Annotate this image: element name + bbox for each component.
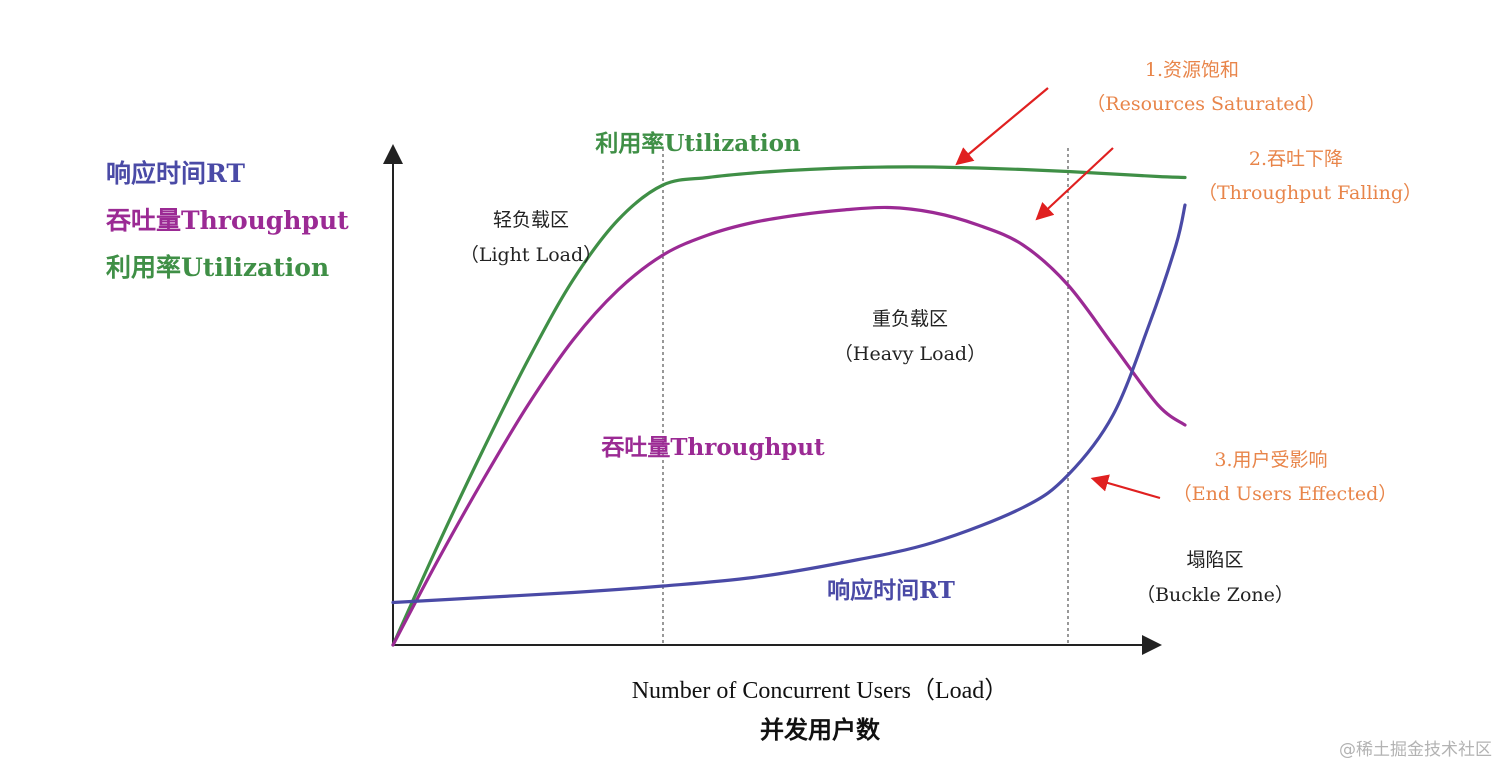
zone-light-load-title: 轻负载区 <box>493 209 569 231</box>
annotation-resources-saturated-title: 1.资源饱和 <box>1145 59 1239 81</box>
zone-buckle-zone-subtitle: （Buckle Zone） <box>1136 584 1294 606</box>
legend: 响应时间RT 吞吐量Throughput 利用率Utilization <box>106 150 349 291</box>
zone-buckle-zone-title: 塌陷区 <box>1186 549 1243 571</box>
legend-item-throughput: 吞吐量Throughput <box>106 206 349 235</box>
annotation-throughput-falling-title: 2.吞吐下降 <box>1249 148 1343 170</box>
annotation-arrows <box>955 87 1161 500</box>
watermark: @稀土掘金技术社区 <box>1339 740 1492 760</box>
series-lines <box>391 165 1187 647</box>
zone-heavy-load-title: 重负载区 <box>872 308 948 330</box>
legend-item-utilization: 利用率Utilization <box>106 253 330 282</box>
label-rt: 响应时间RT <box>827 577 955 604</box>
arrow-end-users-effected <box>1090 474 1161 500</box>
zone-light-load-subtitle: （Light Load） <box>460 244 602 266</box>
label-throughput: 吞吐量Throughput <box>601 434 825 461</box>
annotation-throughput-falling-subtitle: （Throughput Falling） <box>1198 182 1422 204</box>
arrow-resources-saturated <box>955 87 1049 166</box>
arrow-throughput-falling <box>1035 147 1114 221</box>
annotation-end-users-effected-subtitle: （End Users Effected） <box>1173 483 1397 505</box>
chart-text-labels: 轻负载区 （Light Load） 重负载区 （Heavy Load） 塌陷区 （Buck… <box>460 59 1422 606</box>
zone-heavy-load-subtitle: （Heavy Load） <box>834 343 986 365</box>
x-axis-label-cn: 并发用户数 <box>760 716 880 744</box>
series-utilization-line <box>391 165 1187 647</box>
series-rt-line <box>391 203 1187 605</box>
legend-item-rt: 响应时间RT <box>106 159 245 188</box>
series-throughput-line <box>391 205 1187 647</box>
zone-dividers <box>662 148 1069 645</box>
annotation-resources-saturated-subtitle: （Resources Saturated） <box>1086 93 1325 115</box>
label-utilization: 利用率Utilization <box>595 130 801 157</box>
x-axis-label: Number of Concurrent Users（Load） <box>631 678 1009 704</box>
annotation-end-users-effected-title: 3.用户受影响 <box>1214 449 1327 471</box>
axes <box>383 144 1162 655</box>
